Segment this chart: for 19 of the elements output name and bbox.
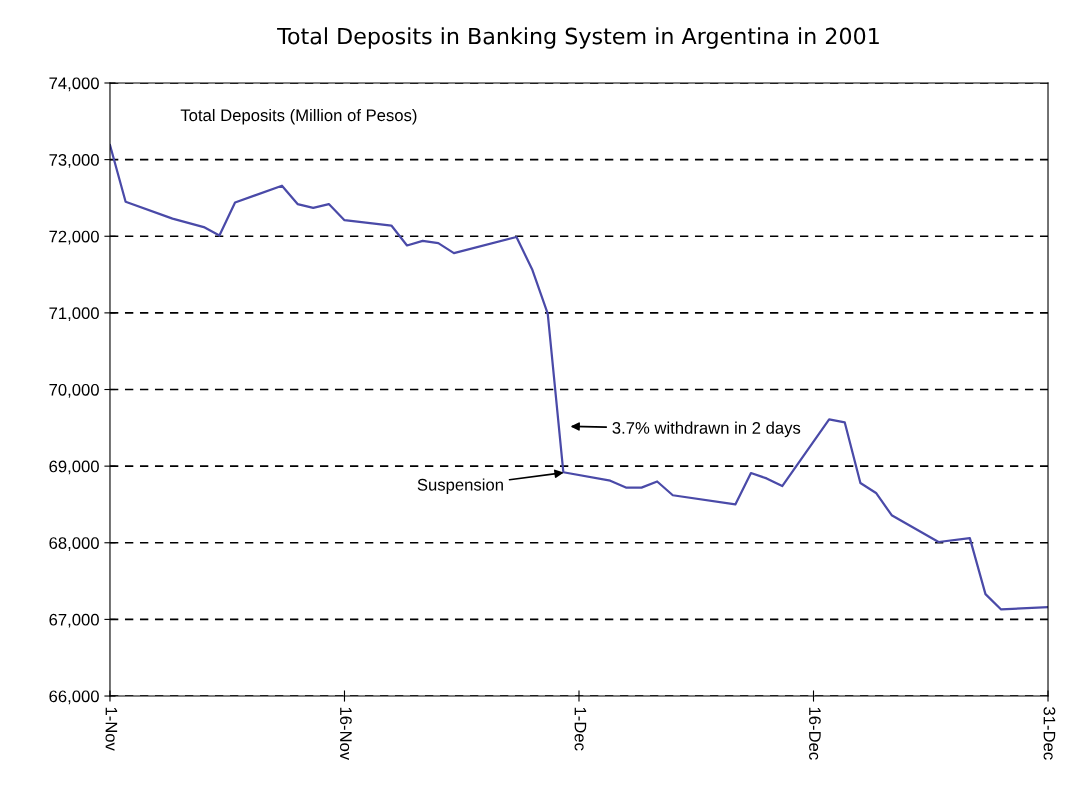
x-tick-label: 16-Nov <box>340 707 352 761</box>
annotation: 3.7% withdrawn in 2 days <box>612 421 801 438</box>
x-tick-label: 1-Dec <box>574 707 587 751</box>
x-tick-label: 31-Dec <box>1043 707 1056 760</box>
y-tick-label: 66,000 <box>49 690 99 705</box>
y-tick-label: 74,000 <box>49 77 99 92</box>
y-tick-label: 71,000 <box>49 307 99 322</box>
chart-title: Total Deposits in Banking System in Argentina in 2001 <box>277 27 879 49</box>
line-series <box>109 143 1049 611</box>
y-tick-label: 69,000 <box>49 460 99 475</box>
y-tick-label: 67,000 <box>49 613 99 628</box>
annotation: Suspension <box>417 478 503 494</box>
y-tick-label: 68,000 <box>49 537 99 551</box>
y-tick-label: 73,000 <box>49 154 99 168</box>
x-tick-label: 1-Nov <box>105 707 118 751</box>
y-tick-label: 70,000 <box>49 383 99 398</box>
x-tick-label: 16-Dec <box>809 707 821 760</box>
y-tick-label: 72,000 <box>49 230 99 245</box>
annotation: Total Deposits (Million of Pesos) <box>180 108 417 125</box>
